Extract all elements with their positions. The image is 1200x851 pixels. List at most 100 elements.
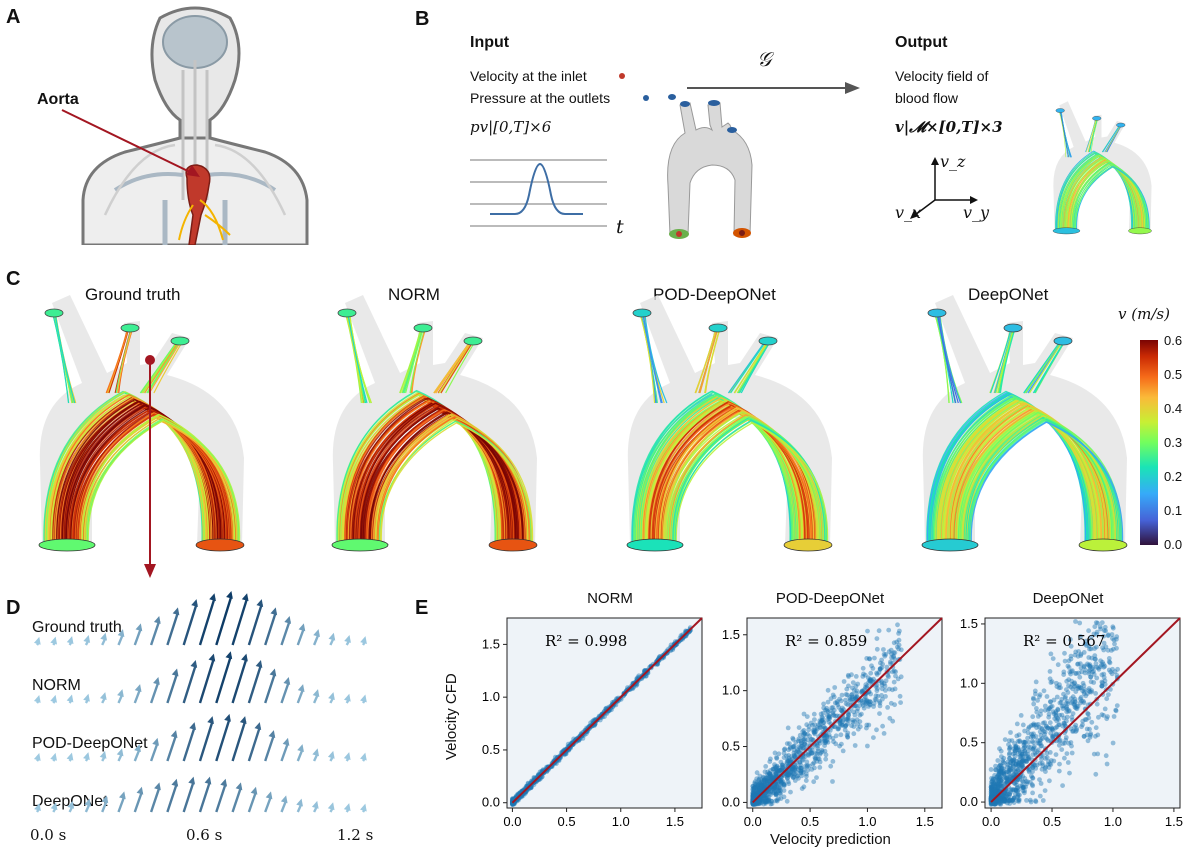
scatter-point — [1007, 750, 1012, 756]
input-title: Input — [470, 34, 510, 51]
scatter-point — [1085, 738, 1091, 744]
scatter-point — [1064, 704, 1070, 710]
scatter-point — [872, 696, 878, 702]
scatter-point — [752, 801, 758, 807]
scatter-point — [1031, 696, 1036, 702]
velocity-arrow-pod — [182, 722, 196, 762]
scatter-point — [776, 751, 782, 757]
scatter-point — [759, 796, 765, 802]
scatter-point — [1098, 658, 1103, 664]
scatter-point — [751, 788, 756, 794]
scatter-point — [989, 785, 995, 790]
scatter-point — [800, 743, 805, 749]
scatter-point — [1018, 765, 1024, 771]
colorbar — [1140, 340, 1158, 545]
scatter-point — [804, 773, 809, 779]
scatter-point — [1020, 788, 1026, 794]
scatter-point — [991, 781, 997, 787]
scatter-point — [788, 744, 793, 750]
scatter-point — [1020, 763, 1025, 768]
scatter-point — [781, 781, 787, 787]
scatter-point — [865, 743, 870, 749]
scatter-point — [1025, 779, 1030, 785]
scatter-point — [1058, 685, 1063, 691]
scatter-point — [1001, 771, 1007, 776]
scatter-point — [1040, 763, 1046, 768]
scatter-point — [1103, 644, 1109, 650]
scatter-point — [810, 727, 816, 733]
scatter-point — [989, 786, 994, 791]
scatter-point — [1010, 759, 1016, 765]
scatter-point — [840, 705, 845, 711]
scatter-point — [881, 731, 887, 736]
scatter-point — [754, 801, 760, 807]
scatter-point — [1038, 732, 1044, 738]
scatter-point — [1006, 777, 1012, 782]
scatter-point — [1087, 667, 1093, 673]
outlet-dot-icon — [643, 95, 649, 101]
scatter-point — [998, 795, 1003, 801]
scatter-point — [830, 735, 836, 741]
scatter-point — [1019, 753, 1025, 759]
scatter-point — [753, 790, 758, 795]
scatter-point — [1081, 663, 1087, 669]
scatter-point — [1048, 758, 1054, 763]
scatter-point — [1048, 762, 1054, 767]
scatter-point — [877, 667, 883, 672]
scatter-point — [994, 788, 1000, 793]
scatter-point — [891, 640, 897, 646]
scatter-point — [1006, 742, 1011, 747]
scatter-point — [765, 778, 771, 783]
scatter-point — [1072, 696, 1078, 702]
scatter-point — [1013, 758, 1019, 764]
scatter-point — [1069, 700, 1074, 706]
scatter-point — [823, 740, 829, 745]
scatter-point — [1007, 791, 1012, 797]
scatter-point — [864, 656, 870, 661]
scatter-point — [996, 797, 1001, 802]
time-tick: 0.0 s — [30, 826, 67, 844]
scatter-point — [1073, 619, 1078, 624]
scatter-point — [988, 802, 994, 807]
scatter-point — [1000, 792, 1005, 798]
velocity-arrow-pod — [99, 750, 107, 762]
scatter-point — [889, 655, 894, 660]
scatter-point — [998, 767, 1004, 773]
scatter-point — [770, 784, 775, 790]
scatter-point — [1016, 799, 1022, 804]
scatter-point — [1064, 687, 1069, 692]
scatter-point — [1080, 688, 1085, 694]
scatter-point — [1065, 699, 1070, 704]
scatter-point — [837, 696, 842, 702]
scatter-point — [993, 801, 999, 806]
scatter-point — [773, 782, 779, 787]
scatter-point — [1055, 662, 1061, 668]
velocity-arrow-norm — [280, 677, 291, 704]
scatter-point — [860, 674, 866, 679]
scatter-point — [537, 769, 543, 775]
scatter-point — [1075, 661, 1081, 667]
scatter-point — [1012, 753, 1018, 759]
scatter-point — [753, 801, 759, 806]
scatter-point — [815, 748, 821, 754]
scatter-point — [874, 646, 880, 652]
scatter-point — [804, 714, 810, 719]
scatter-point — [752, 779, 758, 785]
scatter-point — [1043, 769, 1048, 774]
scatter-point — [816, 722, 821, 728]
scatter-point — [864, 700, 869, 706]
scatter-point — [1037, 793, 1043, 799]
scatter-point — [1004, 778, 1010, 784]
input-math: pv|[0,T]×6 — [470, 118, 552, 136]
scatter-point — [1113, 707, 1119, 713]
scatter-point — [763, 795, 769, 801]
coordinate-axes — [910, 157, 978, 219]
scatter-point — [1024, 781, 1030, 787]
scatter-point — [802, 739, 808, 745]
scatter-point — [1071, 701, 1077, 707]
scatter-point — [1033, 798, 1038, 804]
scatter-point — [759, 798, 764, 803]
scatter-point — [797, 759, 803, 765]
scatter-point — [839, 709, 845, 714]
scatter-point — [1020, 785, 1026, 791]
